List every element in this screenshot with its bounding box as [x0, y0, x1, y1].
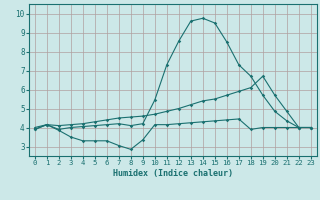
X-axis label: Humidex (Indice chaleur): Humidex (Indice chaleur)	[113, 169, 233, 178]
